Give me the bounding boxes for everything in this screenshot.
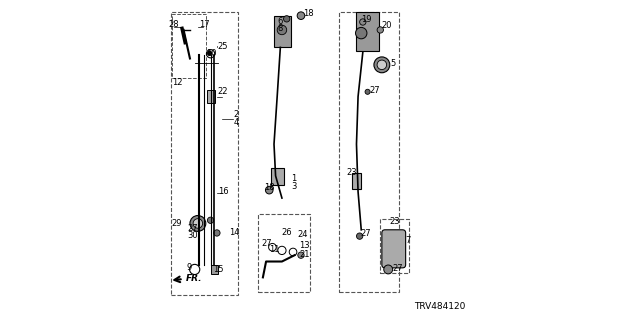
Bar bbox=[356, 12, 379, 51]
Text: 28: 28 bbox=[169, 20, 179, 29]
Circle shape bbox=[207, 217, 214, 223]
Circle shape bbox=[377, 60, 387, 69]
Text: 22: 22 bbox=[218, 87, 228, 96]
Text: 1: 1 bbox=[291, 174, 296, 183]
Text: TRV484120: TRV484120 bbox=[415, 302, 466, 311]
Text: 10: 10 bbox=[207, 49, 217, 58]
Text: 27: 27 bbox=[369, 86, 380, 95]
Bar bbox=[258, 214, 310, 292]
Bar bbox=[173, 14, 206, 77]
Text: 27: 27 bbox=[392, 264, 403, 273]
Text: 3: 3 bbox=[291, 182, 296, 191]
Circle shape bbox=[356, 28, 367, 39]
Text: 17: 17 bbox=[199, 20, 209, 29]
Text: 12: 12 bbox=[172, 78, 182, 87]
Text: 21: 21 bbox=[300, 250, 310, 259]
Text: 15: 15 bbox=[213, 265, 223, 274]
Text: 30: 30 bbox=[188, 231, 198, 240]
Circle shape bbox=[297, 12, 305, 20]
Circle shape bbox=[266, 186, 273, 194]
Text: 7: 7 bbox=[405, 236, 410, 245]
Text: 8: 8 bbox=[277, 25, 282, 34]
Bar bbox=[171, 12, 237, 295]
Text: 13: 13 bbox=[300, 241, 310, 250]
Text: 20: 20 bbox=[381, 21, 392, 30]
Circle shape bbox=[377, 27, 383, 33]
Bar bbox=[274, 16, 291, 47]
Bar bbox=[211, 265, 218, 274]
Text: 9: 9 bbox=[186, 263, 191, 272]
Text: 29: 29 bbox=[171, 219, 181, 228]
Text: 18: 18 bbox=[264, 183, 275, 192]
Text: 4: 4 bbox=[234, 118, 239, 127]
FancyBboxPatch shape bbox=[382, 230, 406, 268]
Circle shape bbox=[190, 215, 206, 231]
Text: 6: 6 bbox=[277, 17, 282, 26]
Text: 23: 23 bbox=[346, 168, 357, 177]
Bar bbox=[380, 219, 409, 273]
Circle shape bbox=[360, 19, 366, 25]
Circle shape bbox=[384, 265, 393, 274]
Bar bbox=[271, 168, 284, 185]
Bar bbox=[207, 90, 215, 103]
Bar bbox=[339, 12, 399, 292]
Text: 24: 24 bbox=[297, 230, 308, 239]
Text: 2: 2 bbox=[234, 109, 239, 118]
Circle shape bbox=[208, 51, 211, 55]
Circle shape bbox=[277, 25, 287, 35]
Circle shape bbox=[374, 57, 390, 73]
Text: 25: 25 bbox=[217, 42, 227, 51]
Text: 19: 19 bbox=[361, 15, 372, 24]
Text: 16: 16 bbox=[218, 187, 228, 196]
Text: 27: 27 bbox=[360, 229, 371, 238]
Text: FR.: FR. bbox=[186, 275, 202, 284]
Circle shape bbox=[356, 233, 363, 239]
Text: 27: 27 bbox=[188, 224, 198, 233]
Circle shape bbox=[298, 252, 304, 258]
Circle shape bbox=[214, 230, 220, 236]
Text: 18: 18 bbox=[303, 9, 314, 18]
Circle shape bbox=[365, 89, 370, 94]
Text: 5: 5 bbox=[391, 59, 396, 68]
Text: 23: 23 bbox=[390, 217, 401, 226]
Text: 27: 27 bbox=[261, 239, 272, 248]
Bar bbox=[352, 173, 361, 188]
Text: 26: 26 bbox=[282, 228, 292, 236]
Text: 11: 11 bbox=[269, 245, 279, 254]
Circle shape bbox=[193, 219, 203, 228]
Circle shape bbox=[284, 16, 290, 22]
Text: 14: 14 bbox=[229, 228, 239, 237]
